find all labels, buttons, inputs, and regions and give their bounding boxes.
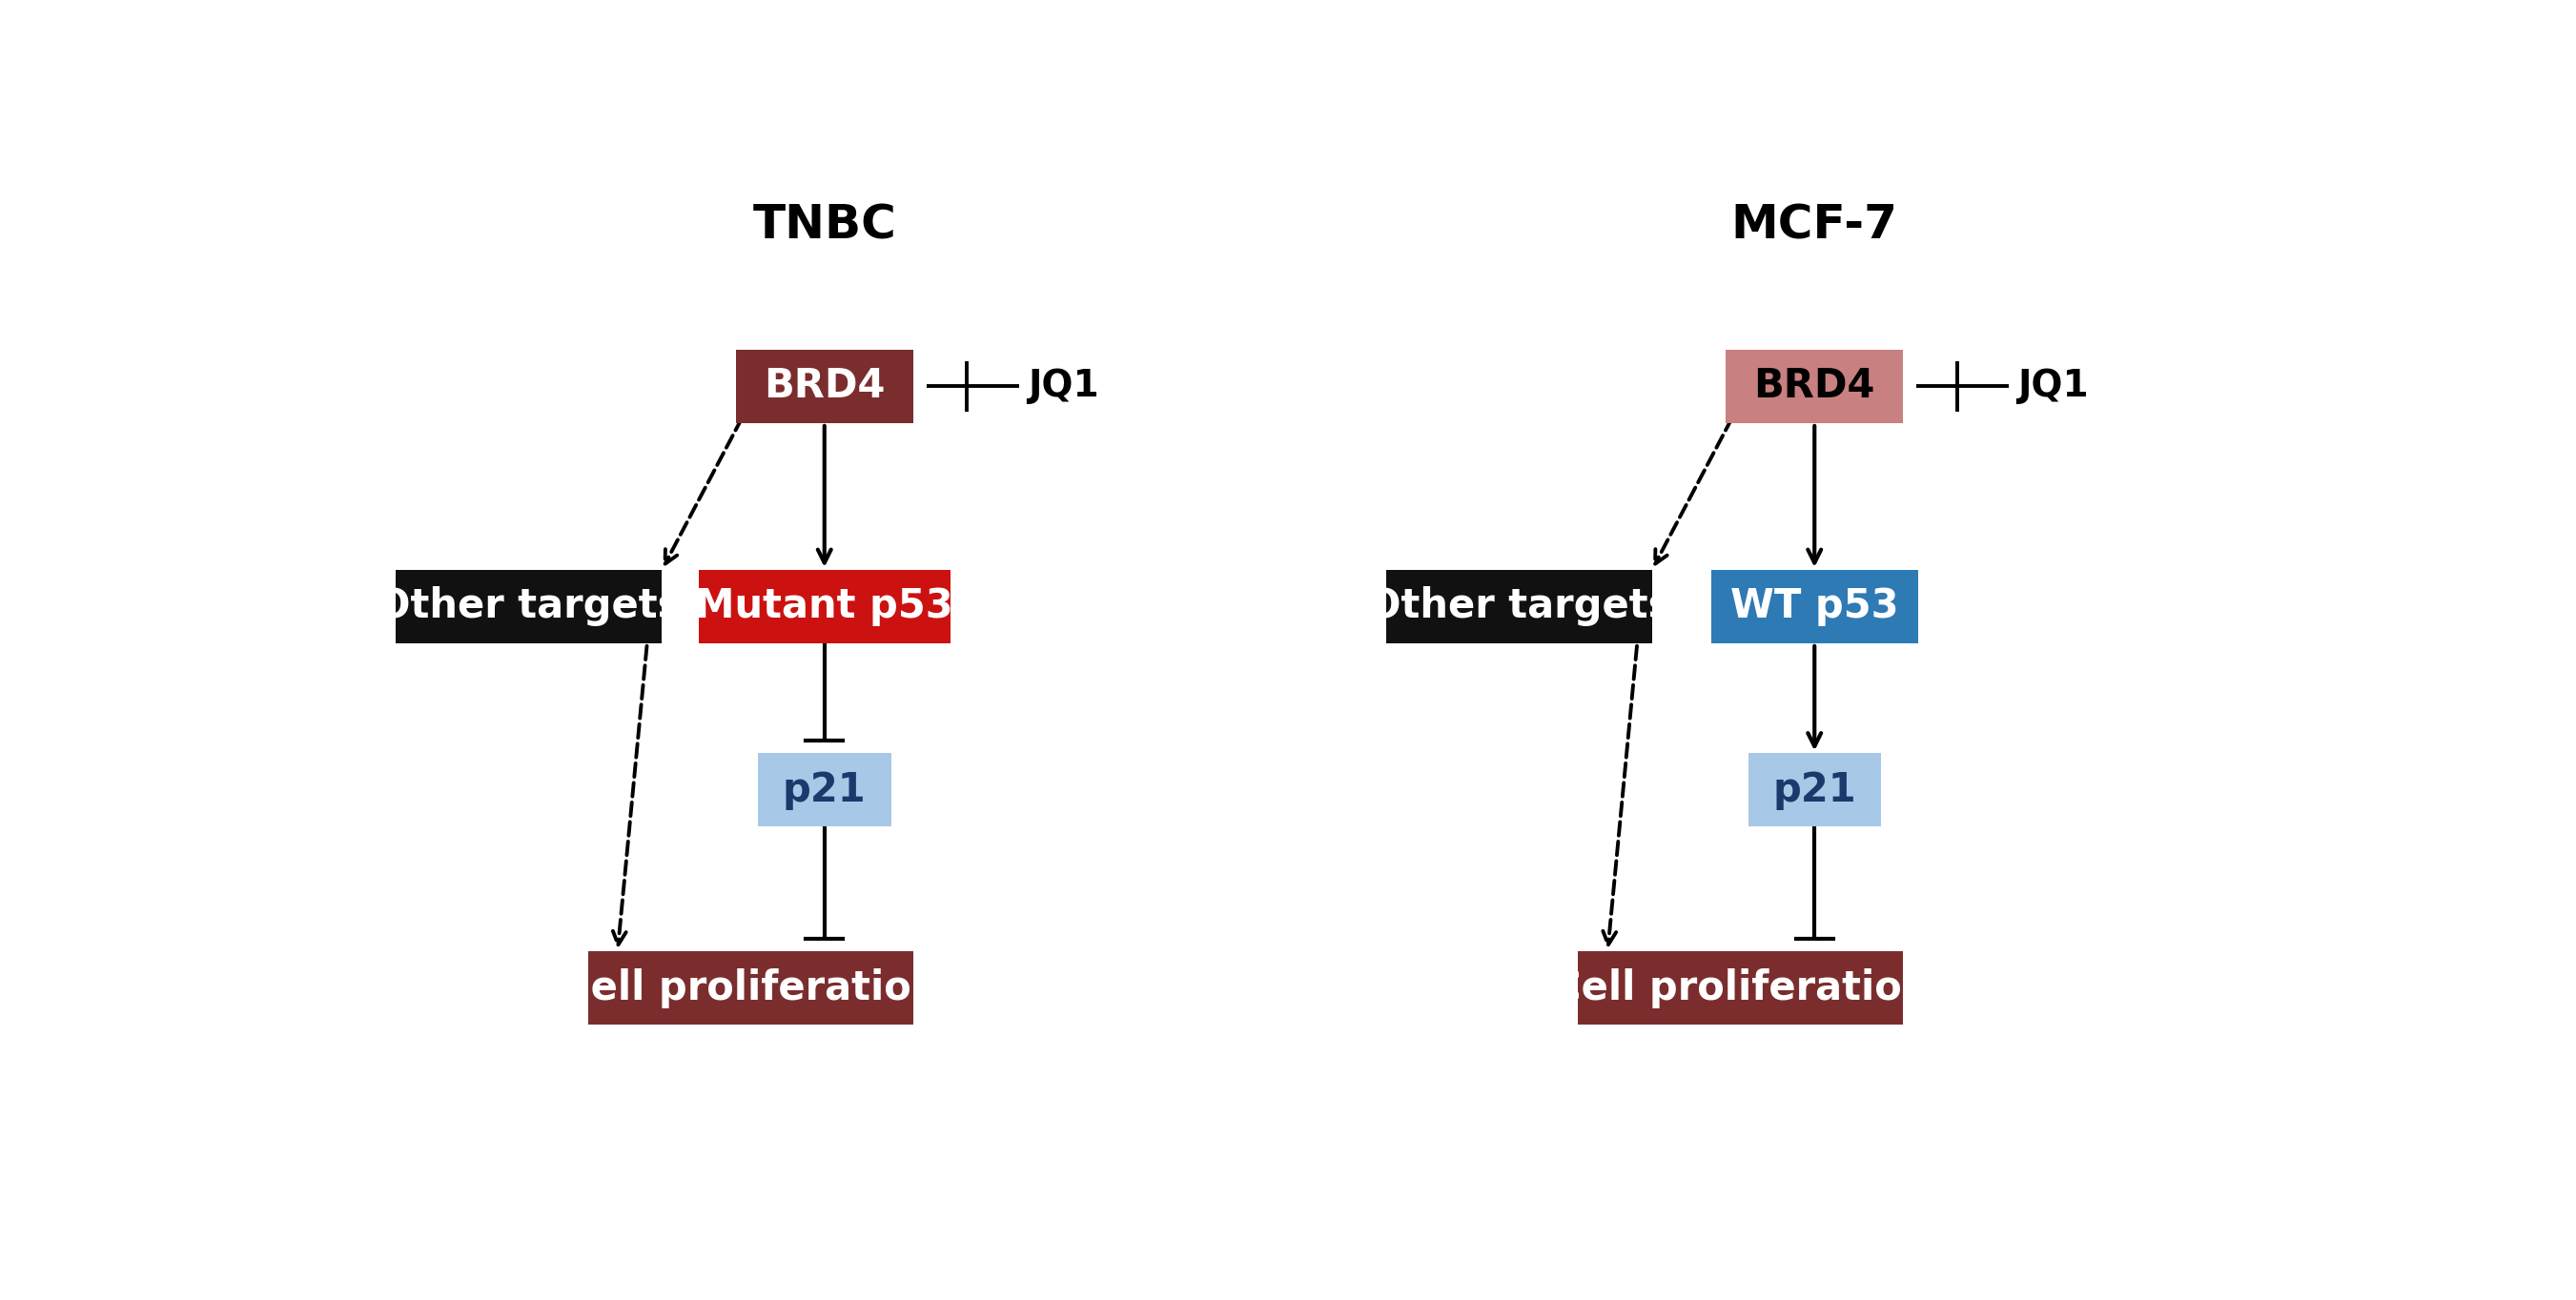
- Text: BRD4: BRD4: [1754, 367, 1875, 407]
- Text: Mutant p53: Mutant p53: [696, 586, 953, 627]
- Text: JQ1: JQ1: [1028, 368, 1100, 404]
- FancyBboxPatch shape: [1749, 754, 1880, 827]
- FancyBboxPatch shape: [698, 569, 951, 644]
- Text: Other targets: Other targets: [376, 586, 680, 627]
- Text: Cell proliferation: Cell proliferation: [1551, 968, 1929, 1009]
- Text: Cell proliferation: Cell proliferation: [562, 968, 940, 1009]
- FancyBboxPatch shape: [1579, 952, 1904, 1024]
- Text: BRD4: BRD4: [762, 367, 886, 407]
- Text: p21: p21: [1772, 770, 1857, 810]
- Text: JQ1: JQ1: [2017, 368, 2089, 404]
- FancyBboxPatch shape: [397, 569, 662, 644]
- FancyBboxPatch shape: [757, 754, 891, 827]
- Text: p21: p21: [783, 770, 866, 810]
- Text: Other targets: Other targets: [1368, 586, 1672, 627]
- FancyBboxPatch shape: [1386, 569, 1651, 644]
- Text: MCF-7: MCF-7: [1731, 202, 1899, 248]
- FancyBboxPatch shape: [587, 952, 912, 1024]
- Text: TNBC: TNBC: [752, 202, 896, 248]
- Text: WT p53: WT p53: [1731, 586, 1899, 627]
- FancyBboxPatch shape: [737, 350, 912, 422]
- FancyBboxPatch shape: [1710, 569, 1919, 644]
- FancyBboxPatch shape: [1726, 350, 1904, 422]
